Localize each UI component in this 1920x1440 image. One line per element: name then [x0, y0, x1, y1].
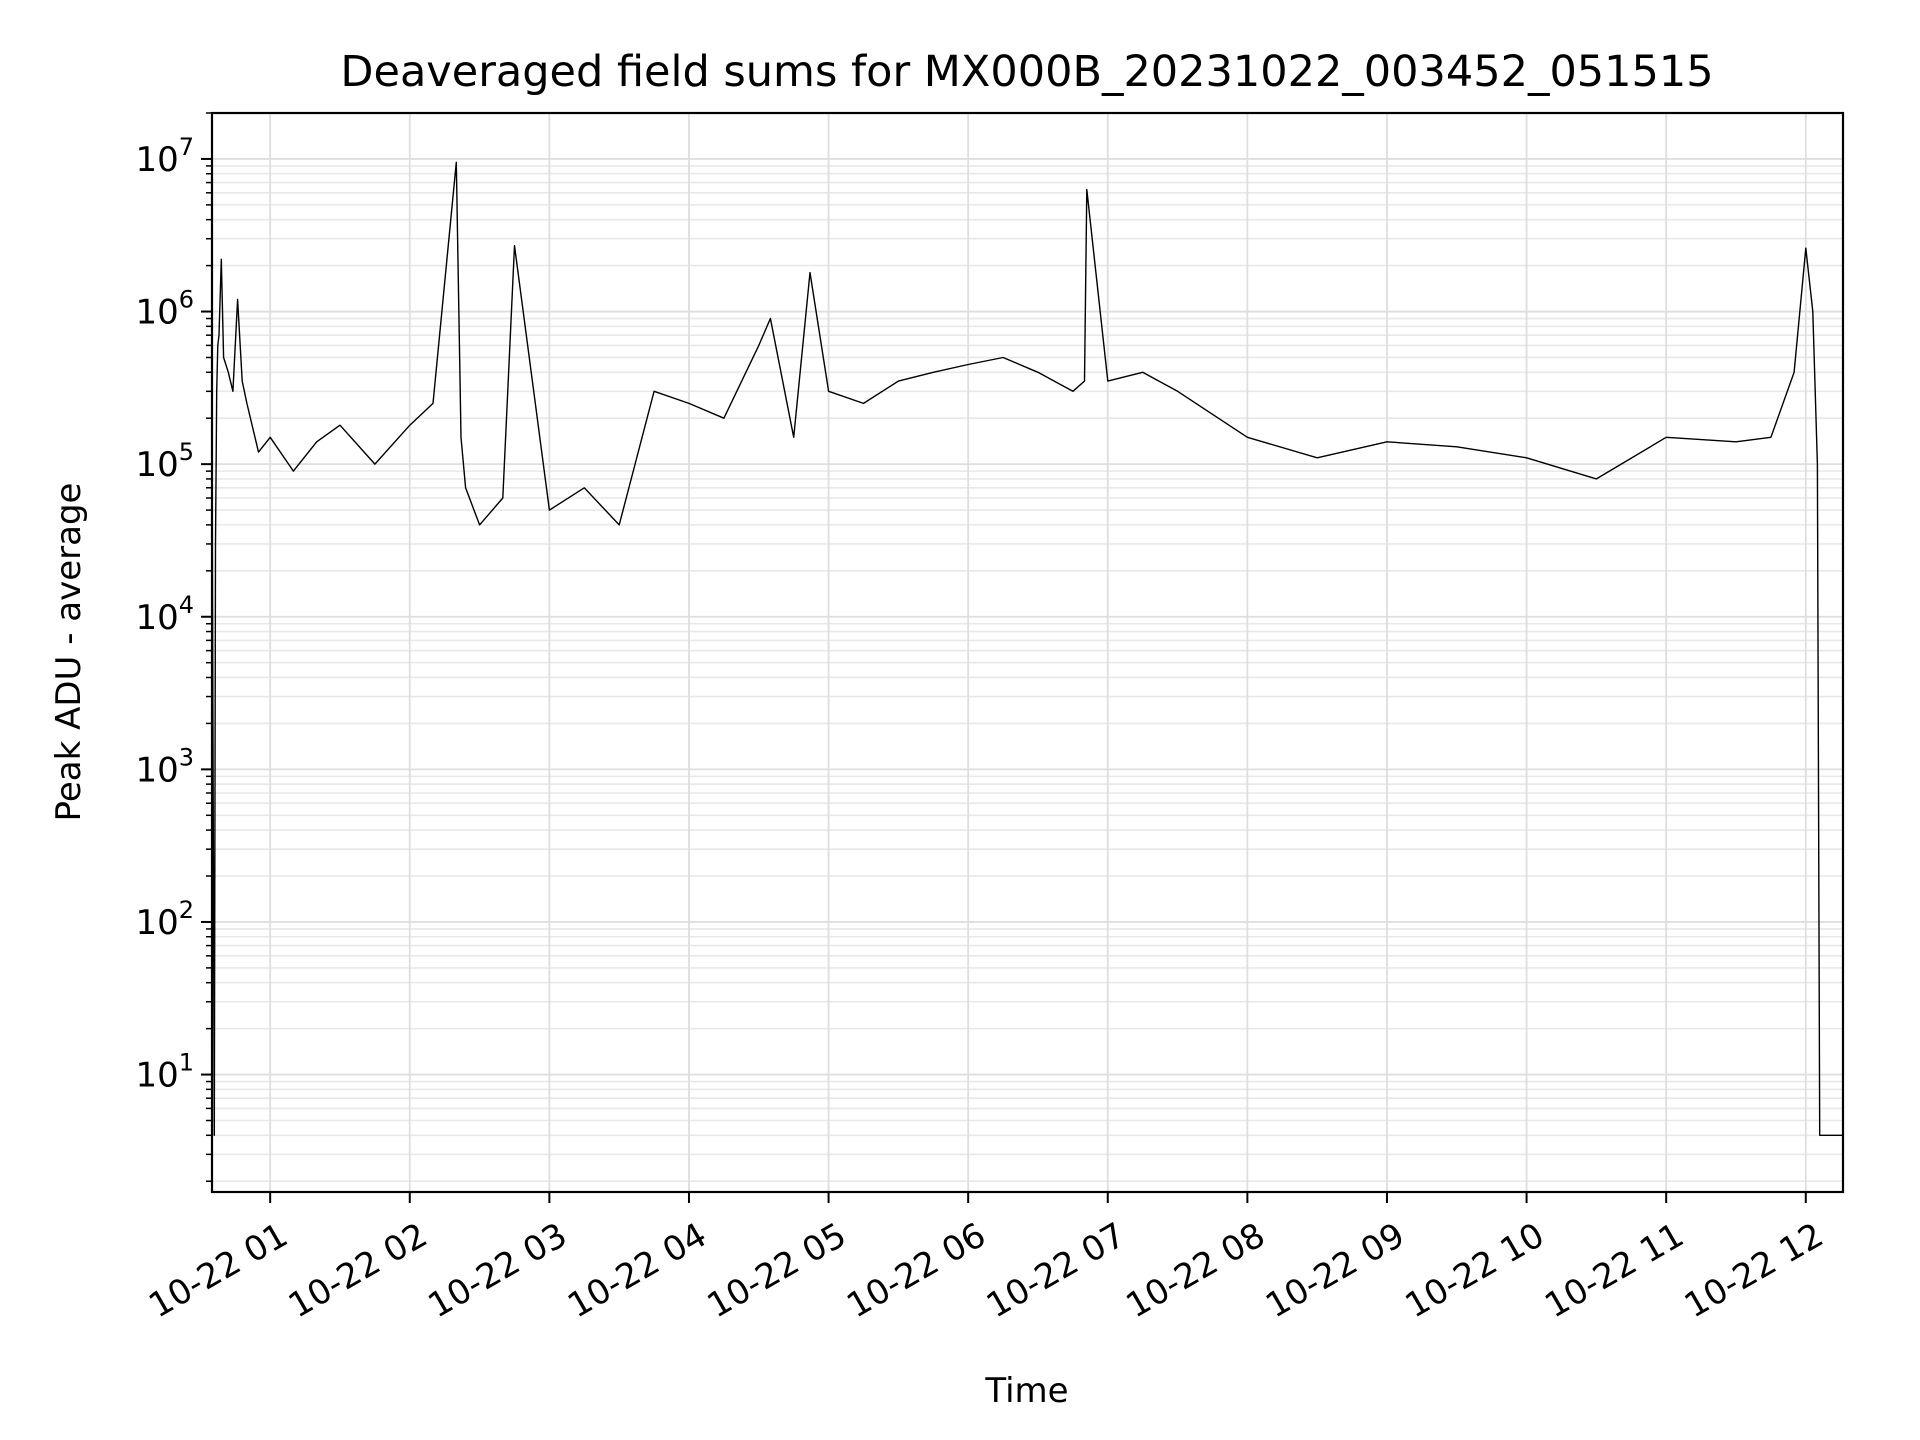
y-tick-label: 105	[135, 438, 194, 485]
x-tick-label: 10-22 11	[1538, 1215, 1690, 1326]
x-tick-label: 10-22 01	[142, 1215, 294, 1326]
series-group	[211, 161, 1843, 1137]
x-tick-label: 10-22 02	[282, 1215, 434, 1326]
x-tick-label: 10-22 03	[421, 1215, 573, 1326]
x-tick-label: 10-22 10	[1399, 1215, 1551, 1326]
chart-title: Deaveraged field sums for MX000B_2023102…	[340, 47, 1713, 97]
x-tick-label: 10-22 06	[840, 1215, 992, 1326]
series-line	[211, 161, 1843, 1137]
x-tick-label: 10-22 08	[1119, 1215, 1271, 1326]
x-axis-label: Time	[984, 1371, 1068, 1411]
x-tick-label: 10-22 04	[561, 1215, 713, 1326]
y-tick-label: 104	[135, 591, 194, 638]
x-tick-label: 10-22 07	[980, 1215, 1132, 1326]
x-tick-label: 10-22 05	[701, 1215, 853, 1326]
y-tick-label: 103	[135, 743, 194, 790]
y-tick-label: 106	[135, 286, 194, 333]
x-tick-label: 10-22 12	[1678, 1215, 1830, 1326]
y-axis: 101 102 103 104 105 106 107	[135, 112, 212, 1182]
y-axis-label: Peak ADU - average	[49, 483, 89, 822]
y-tick-label: 102	[135, 896, 194, 943]
y-tick-label: 101	[135, 1049, 194, 1096]
plot-frame	[210, 111, 1845, 1194]
grid	[212, 112, 1843, 1192]
y-tick-label: 107	[135, 133, 194, 180]
x-tick-label: 10-22 09	[1259, 1215, 1411, 1326]
